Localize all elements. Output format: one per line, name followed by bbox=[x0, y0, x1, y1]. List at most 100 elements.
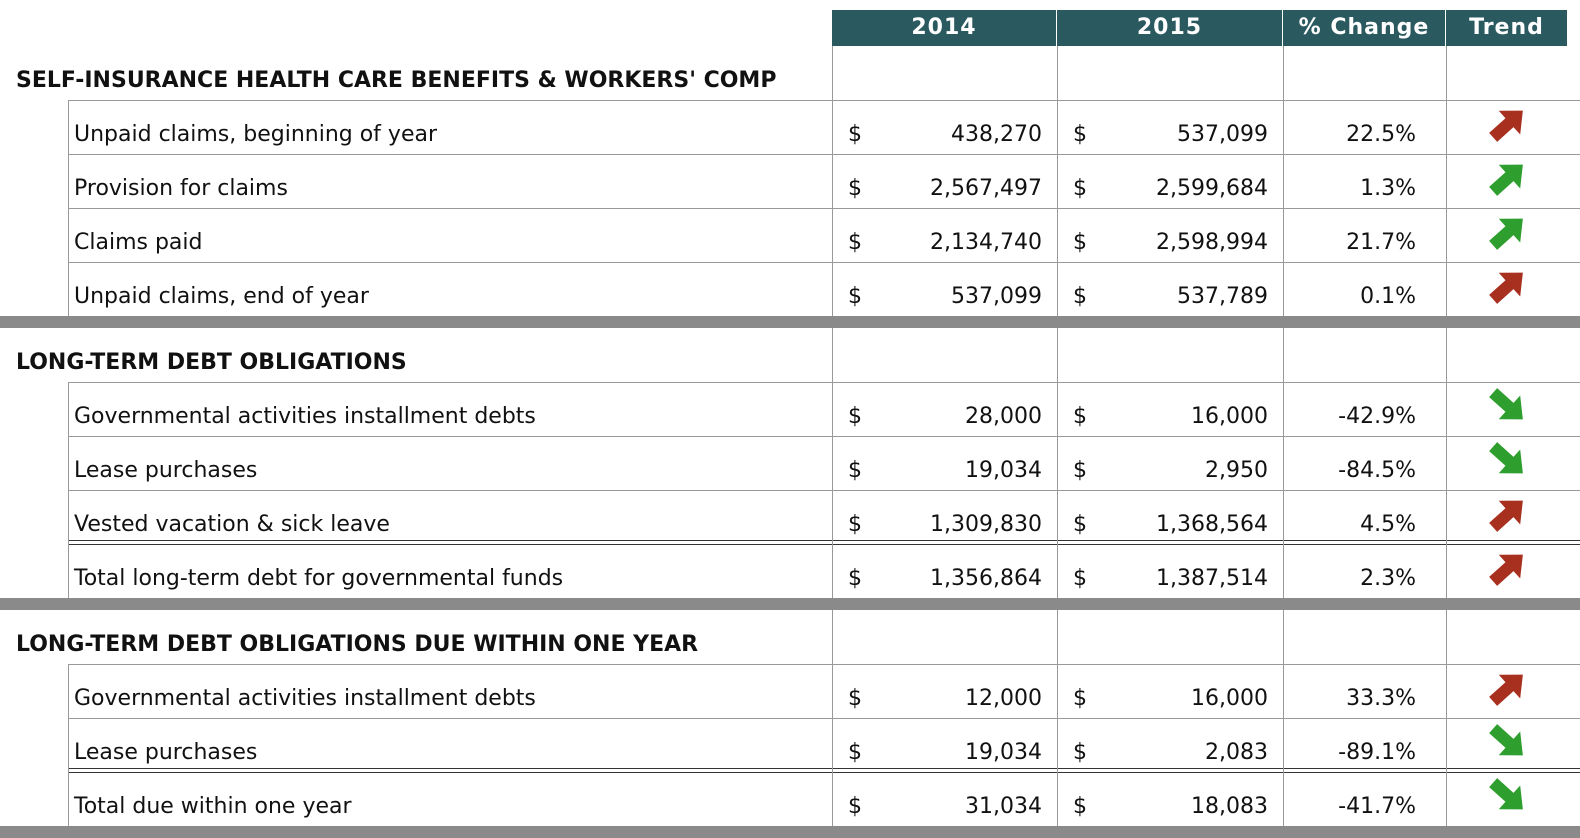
currency: $ bbox=[848, 512, 862, 537]
row-line bbox=[68, 664, 1580, 665]
indent-line bbox=[68, 382, 69, 598]
arrow-shape bbox=[1489, 442, 1523, 474]
percent-change: -41.7% bbox=[1338, 794, 1416, 819]
section-bar bbox=[0, 598, 1580, 610]
value-2014: 1,309,830 bbox=[930, 512, 1042, 537]
arrow-shape bbox=[1489, 218, 1523, 250]
double-rule bbox=[68, 540, 1580, 541]
row-label: Unpaid claims, end of year bbox=[74, 284, 369, 309]
row-label: Vested vacation & sick leave bbox=[74, 512, 390, 537]
currency: $ bbox=[848, 230, 862, 255]
currency: $ bbox=[1073, 284, 1087, 309]
percent-change: 33.3% bbox=[1346, 686, 1416, 711]
double-rule bbox=[68, 772, 1580, 773]
currency: $ bbox=[1073, 566, 1087, 591]
row-line bbox=[68, 262, 1580, 263]
currency: $ bbox=[1073, 512, 1087, 537]
row-label: Governmental activities installment debt… bbox=[74, 404, 536, 429]
currency: $ bbox=[1073, 458, 1087, 483]
row-label: Claims paid bbox=[74, 230, 203, 255]
column-line bbox=[1057, 382, 1058, 598]
value-2015: 2,599,684 bbox=[1156, 176, 1268, 201]
percent-change: 0.1% bbox=[1360, 284, 1416, 309]
currency: $ bbox=[848, 176, 862, 201]
value-2015: 2,083 bbox=[1205, 740, 1268, 765]
arrow-shape bbox=[1489, 272, 1523, 304]
trend-arrow bbox=[1489, 778, 1523, 810]
row-label: Total due within one year bbox=[74, 794, 352, 819]
column-line bbox=[1283, 664, 1284, 826]
column-line bbox=[832, 46, 833, 100]
column-header: % Change bbox=[1283, 10, 1445, 46]
indent-line bbox=[68, 100, 69, 316]
currency: $ bbox=[1073, 122, 1087, 147]
column-line bbox=[1283, 46, 1284, 100]
column-line bbox=[1283, 382, 1284, 598]
currency: $ bbox=[848, 284, 862, 309]
row-label: Total long-term debt for governmental fu… bbox=[74, 566, 564, 591]
arrow-shape bbox=[1489, 164, 1523, 196]
value-2015: 18,083 bbox=[1191, 794, 1268, 819]
currency: $ bbox=[1073, 794, 1087, 819]
currency: $ bbox=[1073, 740, 1087, 765]
currency: $ bbox=[848, 740, 862, 765]
double-rule bbox=[68, 768, 1580, 769]
column-line bbox=[1446, 382, 1447, 598]
row-label: Lease purchases bbox=[74, 740, 258, 765]
row-label: Unpaid claims, beginning of year bbox=[74, 122, 437, 147]
value-2014: 19,034 bbox=[965, 458, 1042, 483]
arrow-shape bbox=[1489, 554, 1523, 586]
value-2015: 16,000 bbox=[1191, 404, 1268, 429]
row-line bbox=[68, 436, 1580, 437]
trend-arrow bbox=[1489, 500, 1523, 532]
column-line bbox=[1057, 610, 1058, 664]
arrow-shape bbox=[1489, 778, 1523, 810]
percent-change: -42.9% bbox=[1338, 404, 1416, 429]
value-2014: 2,567,497 bbox=[930, 176, 1042, 201]
trend-arrow bbox=[1489, 164, 1523, 196]
currency: $ bbox=[848, 566, 862, 591]
arrow-shape bbox=[1489, 724, 1523, 756]
column-line bbox=[1057, 664, 1058, 826]
column-line bbox=[832, 382, 833, 598]
section-bar bbox=[0, 316, 1580, 328]
trend-arrow bbox=[1489, 724, 1523, 756]
column-line bbox=[832, 100, 833, 316]
value-2015: 537,099 bbox=[1177, 122, 1268, 147]
column-line bbox=[832, 664, 833, 826]
row-label: Governmental activities installment debt… bbox=[74, 686, 536, 711]
column-header: 2015 bbox=[1057, 10, 1282, 46]
column-line bbox=[1446, 328, 1447, 382]
percent-change: -89.1% bbox=[1338, 740, 1416, 765]
section-title: LONG-TERM DEBT OBLIGATIONS DUE WITHIN ON… bbox=[16, 632, 699, 657]
value-2014: 537,099 bbox=[951, 284, 1042, 309]
column-line bbox=[1283, 328, 1284, 382]
trend-arrow bbox=[1489, 554, 1523, 586]
double-rule bbox=[68, 544, 1580, 545]
trend-arrow bbox=[1489, 110, 1523, 142]
column-line bbox=[1446, 46, 1447, 100]
row-line bbox=[68, 100, 1580, 101]
trend-arrow bbox=[1489, 442, 1523, 474]
percent-change: 22.5% bbox=[1346, 122, 1416, 147]
currency: $ bbox=[848, 794, 862, 819]
column-line bbox=[1057, 46, 1058, 100]
column-header: Trend bbox=[1446, 10, 1567, 46]
column-header: 2014 bbox=[832, 10, 1056, 46]
arrow-shape bbox=[1489, 500, 1523, 532]
row-line bbox=[68, 490, 1580, 491]
currency: $ bbox=[1073, 230, 1087, 255]
section-bar bbox=[0, 826, 1580, 838]
percent-change: 1.3% bbox=[1360, 176, 1416, 201]
column-line bbox=[1057, 328, 1058, 382]
section-title: LONG-TERM DEBT OBLIGATIONS bbox=[16, 350, 407, 375]
value-2015: 2,950 bbox=[1205, 458, 1268, 483]
trend-arrow bbox=[1489, 674, 1523, 706]
value-2014: 31,034 bbox=[965, 794, 1042, 819]
currency: $ bbox=[848, 122, 862, 147]
value-2014: 1,356,864 bbox=[930, 566, 1042, 591]
arrow-shape bbox=[1489, 674, 1523, 706]
row-line bbox=[68, 382, 1580, 383]
arrow-shape bbox=[1489, 110, 1523, 142]
currency: $ bbox=[1073, 404, 1087, 429]
